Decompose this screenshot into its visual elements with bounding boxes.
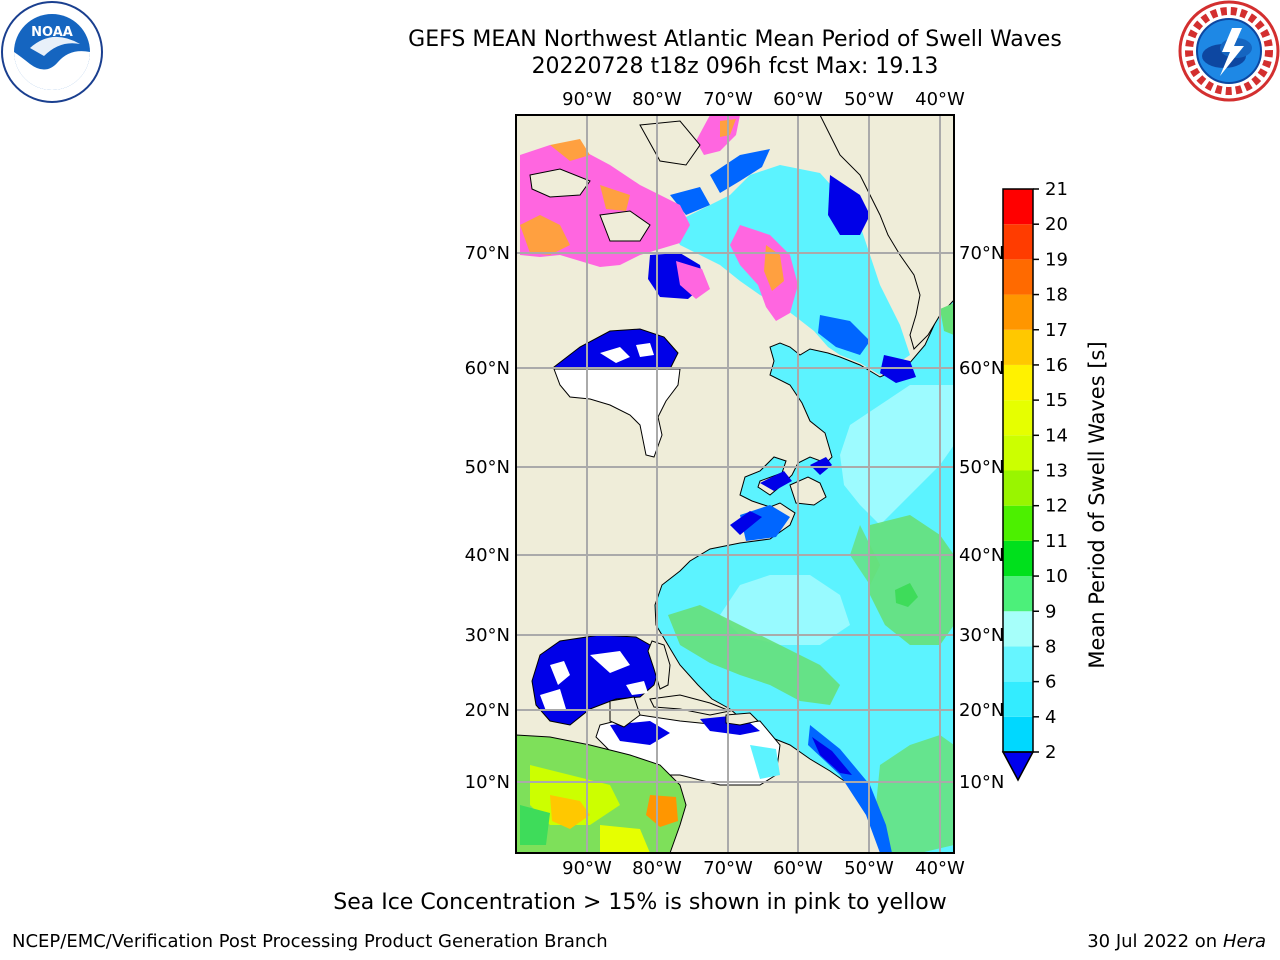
- lat-label: 20°N: [465, 700, 510, 721]
- nws-logo: [1178, 0, 1280, 102]
- colorbar-segment: [1003, 329, 1033, 365]
- lon-label: 60°W: [773, 89, 823, 110]
- colorbar-tick-label: 15: [1045, 390, 1068, 411]
- lat-label: 60°N: [959, 358, 1004, 379]
- colorbar-segment: [1003, 681, 1033, 717]
- sea-ice-caption: Sea Ice Concentration > 15% is shown in …: [333, 890, 947, 915]
- lon-label: 80°W: [632, 858, 682, 879]
- colorbar-tick-label: 16: [1045, 355, 1068, 376]
- lat-label: 70°N: [959, 243, 1004, 264]
- footer-host: Hera: [1222, 931, 1266, 952]
- colorbar-tick-label: 18: [1045, 285, 1068, 306]
- lat-label: 70°N: [465, 243, 510, 264]
- lat-label: 10°N: [465, 772, 510, 793]
- colorbar-under-arrow: [1001, 751, 1035, 782]
- hudson-bay-nodata: [553, 368, 681, 458]
- lon-label: 90°W: [562, 89, 612, 110]
- svg-text:NOAA: NOAA: [31, 25, 73, 40]
- colorbar-tick-label: 14: [1045, 425, 1068, 446]
- colorbar-tick-label: 9: [1045, 601, 1056, 622]
- colorbar-tick-label: 2: [1045, 742, 1056, 763]
- lat-label: 30°N: [959, 625, 1004, 646]
- graticule: [516, 115, 954, 853]
- lon-label: 90°W: [562, 858, 612, 879]
- colorbar: 2 4 6 8 9 10 11 12 13 14 15 16 17 18 19 20 21: [1001, 179, 1068, 782]
- lon-label: 40°W: [915, 89, 965, 110]
- footer-credit: NCEP/EMC/Verification Post Processing Pr…: [12, 931, 608, 952]
- colorbar-segment: [1003, 189, 1033, 225]
- colorbar-tick-label: 20: [1045, 214, 1068, 235]
- colorbar-segment: [1003, 364, 1033, 401]
- lon-label: 50°W: [844, 858, 894, 879]
- colorbar-segment: [1003, 294, 1033, 330]
- lon-label: 70°W: [703, 89, 753, 110]
- colorbar-tick-label: 19: [1045, 249, 1068, 270]
- chart-title: GEFS MEAN Northwest Atlantic Mean Period…: [408, 27, 1062, 52]
- colorbar-tick-label: 6: [1045, 672, 1056, 693]
- lat-label: 30°N: [465, 625, 510, 646]
- colorbar-segment: [1003, 470, 1033, 506]
- lon-label: 60°W: [773, 858, 823, 879]
- long-period-swell-region: [870, 515, 954, 645]
- colorbar-segment: [1003, 716, 1033, 752]
- greenland: [819, 115, 954, 350]
- colorbar-tick-label: 17: [1045, 320, 1068, 341]
- colorbar-segment: [1003, 611, 1033, 647]
- lat-label: 20°N: [959, 700, 1004, 721]
- lon-label: 50°W: [844, 89, 894, 110]
- colorbar-segment: [1003, 259, 1033, 295]
- colorbar-segment: [1003, 435, 1033, 471]
- lat-label: 40°N: [959, 545, 1004, 566]
- sea-ice-baffin: [730, 225, 798, 321]
- noaa-logo: NOAA: [1, 1, 103, 103]
- footer-date-text: 30 Jul 2022 on: [1087, 931, 1223, 952]
- footer-date: 30 Jul 2022 on Hera: [1087, 931, 1266, 952]
- colorbar-tick-label: 8: [1045, 636, 1056, 657]
- lat-label: 50°N: [959, 457, 1004, 478]
- lat-label: 60°N: [465, 358, 510, 379]
- chart-subtitle: 20220728 t18z 096h fcst Max: 19.13: [531, 54, 939, 79]
- colorbar-segment: [1003, 540, 1033, 577]
- swell-period-map: 90°W 80°W 70°W 60°W 50°W 40°W 90°W 80°W …: [465, 89, 1109, 879]
- map-frame: [515, 114, 955, 854]
- colorbar-tick-label: 10: [1045, 566, 1068, 587]
- colorbar-tick-label: 13: [1045, 461, 1068, 482]
- colorbar-tick-label: 11: [1045, 531, 1068, 552]
- colorbar-segment: [1003, 646, 1033, 682]
- lat-label: 50°N: [465, 457, 510, 478]
- lat-label: 40°N: [465, 545, 510, 566]
- colorbar-segment: [1003, 505, 1033, 541]
- colorbar-segment: [1003, 224, 1033, 260]
- colorbar-tick-label: 21: [1045, 179, 1068, 200]
- colorbar-tick-label: 4: [1045, 707, 1056, 728]
- lat-label: 10°N: [959, 772, 1004, 793]
- lon-label: 40°W: [915, 858, 965, 879]
- colorbar-segment: [1003, 576, 1033, 612]
- lon-label: 70°W: [703, 858, 753, 879]
- lon-label: 80°W: [632, 89, 682, 110]
- colorbar-tick-label: 12: [1045, 496, 1068, 517]
- colorbar-label: Mean Period of Swell Waves [s]: [1085, 341, 1109, 668]
- colorbar-segment: [1003, 400, 1033, 436]
